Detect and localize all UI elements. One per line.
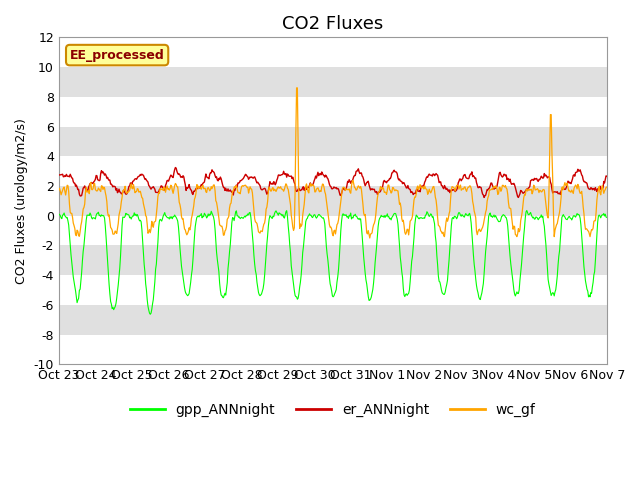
Bar bbox=[59, 67, 607, 97]
Bar bbox=[59, 156, 607, 186]
Title: CO2 Fluxes: CO2 Fluxes bbox=[282, 15, 383, 33]
Bar bbox=[59, 97, 607, 127]
Bar bbox=[59, 216, 607, 245]
Y-axis label: CO2 Fluxes (urology/m2/s): CO2 Fluxes (urology/m2/s) bbox=[15, 118, 28, 284]
Bar bbox=[59, 275, 607, 305]
Bar bbox=[59, 305, 607, 335]
Text: EE_processed: EE_processed bbox=[70, 48, 164, 61]
Legend: gpp_ANNnight, er_ANNnight, wc_gf: gpp_ANNnight, er_ANNnight, wc_gf bbox=[124, 397, 541, 423]
Bar bbox=[59, 245, 607, 275]
Bar bbox=[59, 186, 607, 216]
Bar bbox=[59, 335, 607, 364]
Bar bbox=[59, 37, 607, 67]
Bar bbox=[59, 127, 607, 156]
